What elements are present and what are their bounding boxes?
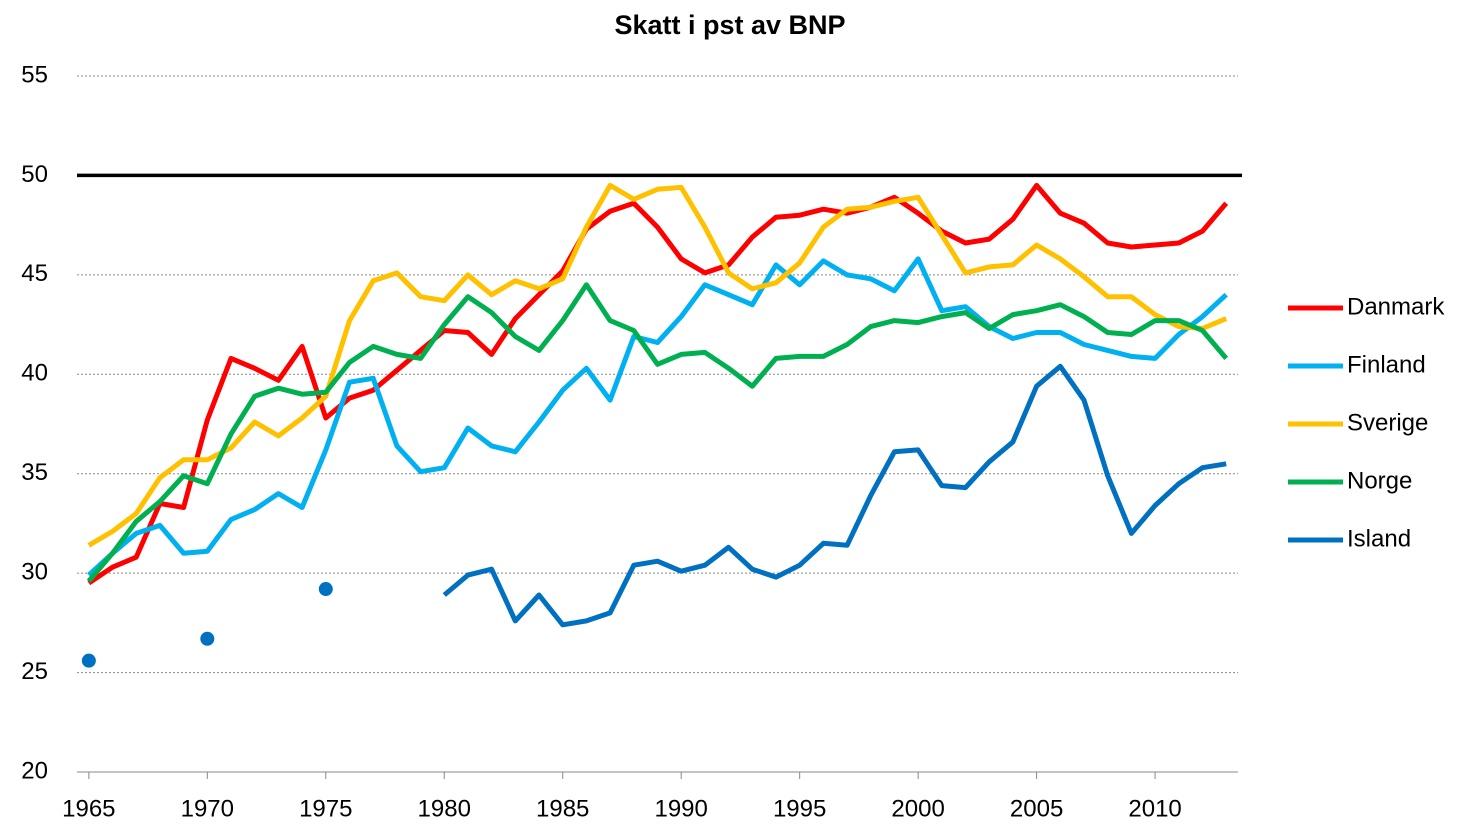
y-tick-label: 40 xyxy=(21,360,48,387)
x-tick-label: 2005 xyxy=(1010,795,1063,822)
line xyxy=(87,256,1228,577)
chart-title: Skatt i pst av BNP xyxy=(614,10,845,40)
y-tick-label: 35 xyxy=(21,459,48,486)
x-tick-label: 1965 xyxy=(62,795,115,822)
x-tick-label: 2000 xyxy=(891,795,944,822)
x-tick-label: 1990 xyxy=(654,795,707,822)
x-tick-label: 1975 xyxy=(299,795,352,822)
y-tick-label: 20 xyxy=(21,757,48,784)
legend-label: Danmark xyxy=(1347,293,1445,320)
y-tick-label: 25 xyxy=(21,658,48,685)
x-tick-label: 1970 xyxy=(181,795,234,822)
line xyxy=(87,182,1228,548)
x-tick-label: 2010 xyxy=(1128,795,1181,822)
point xyxy=(81,653,96,668)
point xyxy=(200,631,215,646)
point xyxy=(318,582,333,597)
x-tick-label: 1980 xyxy=(418,795,471,822)
y-tick-label: 50 xyxy=(21,161,48,188)
x-tick-label: 1985 xyxy=(536,795,589,822)
line xyxy=(442,363,1227,628)
legend-label: Finland xyxy=(1347,351,1426,378)
legend-label: Island xyxy=(1347,525,1411,552)
y-tick-label: 45 xyxy=(21,260,48,287)
line xyxy=(86,282,1229,583)
legend-label: Sverige xyxy=(1347,409,1428,436)
x-tick-label: 1995 xyxy=(773,795,826,822)
y-tick-label: 30 xyxy=(21,558,48,585)
legend-label: Norge xyxy=(1347,467,1412,494)
line xyxy=(87,182,1229,586)
y-tick-label: 55 xyxy=(21,61,48,88)
